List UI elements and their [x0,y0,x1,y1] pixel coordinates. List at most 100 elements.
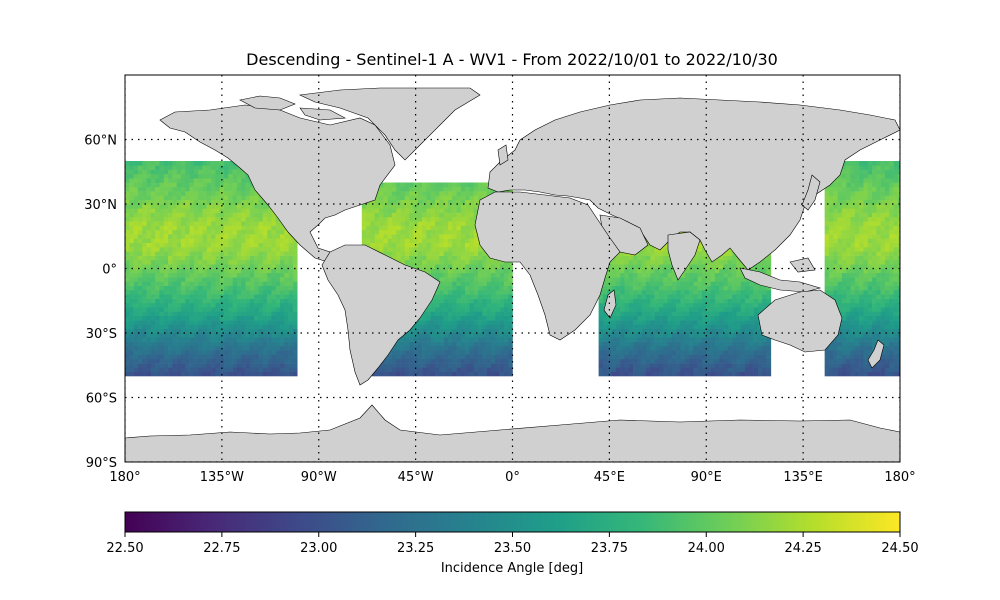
swath-cell [172,354,177,360]
swath-cell [443,199,449,205]
swath-cell [185,173,190,179]
swath-cell [473,247,479,252]
swath-cell [224,221,229,226]
swath-cell [859,161,864,166]
swath-cell [439,242,444,248]
swath-cell [137,272,143,278]
swath-cell [859,173,864,179]
swath-cell [262,328,268,334]
swath-cell [241,199,246,205]
swath-cell [391,216,397,222]
swath-cell [189,315,195,321]
swath-cell [391,221,397,226]
swath-cell [435,328,440,334]
swath-cell [439,358,444,364]
swath-cell [854,195,860,200]
swath-cell [215,333,221,338]
swath-cell [236,255,242,261]
swath-cell [232,225,238,231]
swath-cell [379,238,384,243]
swath-cell [133,333,139,338]
swath-cell [245,208,251,213]
swath-cell [452,268,457,274]
swath-cell [482,363,487,368]
swath-cell [671,371,677,377]
swath-cell [137,315,143,321]
swath-cell [889,182,894,188]
swath-cell [447,191,453,196]
swath-cell [417,225,423,231]
swath-cell [443,221,449,226]
swath-cell [211,191,216,196]
swath-cell [215,216,221,222]
swath-cell [180,302,186,308]
swath-cell [258,247,264,252]
swath-cell [439,307,444,312]
swath-cell [833,294,838,299]
swath-cell [241,285,246,291]
swath-cell [159,264,165,269]
swath-cell [146,247,152,252]
swath-cell [452,199,457,205]
swath-cell [863,229,869,235]
swath-cell [706,320,711,325]
swath-cell [745,371,750,377]
swath-cell [837,358,843,364]
swath-cell [142,199,147,205]
swath-cell [417,229,423,235]
swath-cell [837,371,843,377]
swath-cell [387,195,393,200]
swath-cell [241,367,246,372]
swath-cell [254,225,259,231]
swath-cell [387,247,393,252]
swath-cell [465,277,470,282]
swath-cell [824,290,830,295]
swath-cell [658,358,664,364]
swath-cell [850,324,856,329]
swath-cell [469,264,475,269]
swath-cell [275,333,281,338]
swath-cell [129,324,134,329]
swath-cell [163,268,169,274]
swath-cell [137,255,143,261]
swath-cell [897,212,900,218]
swath-cell [189,328,195,334]
swath-cell [163,255,169,261]
swath-cell [897,195,900,200]
swath-cell [280,341,285,347]
swath-cell [185,358,190,364]
swath-cell [232,204,238,209]
swath-cell [439,337,444,342]
swath-cell [854,199,860,205]
swath-cell [863,307,869,312]
swath-cell [176,268,182,274]
swath-cell [478,186,483,192]
swath-cell [254,324,259,329]
swath-cell [172,169,177,175]
swath-cell [133,311,139,317]
swath-cell [245,255,251,261]
swath-cell [452,294,457,299]
swath-cell [897,165,900,170]
swath-cell [846,212,851,218]
swath-cell [719,367,724,372]
swath-cell [486,307,492,312]
swath-cell [417,195,423,200]
swath-cell [422,221,427,226]
swath-cell [280,272,285,278]
swath-cell [409,212,414,218]
swath-cell [426,204,431,209]
swath-cell [723,337,729,342]
swath-cell [841,229,847,235]
swath-cell [824,225,830,231]
swath-cell [258,255,264,261]
swath-cell [262,238,268,243]
swath-cell [146,345,152,351]
swath-cell [495,264,500,269]
swath-cell [172,216,177,222]
swath-cell [189,350,195,355]
swath-cell [469,186,475,192]
swath-cell [215,337,221,342]
swath-cell [443,247,449,252]
swath-cell [137,242,143,248]
